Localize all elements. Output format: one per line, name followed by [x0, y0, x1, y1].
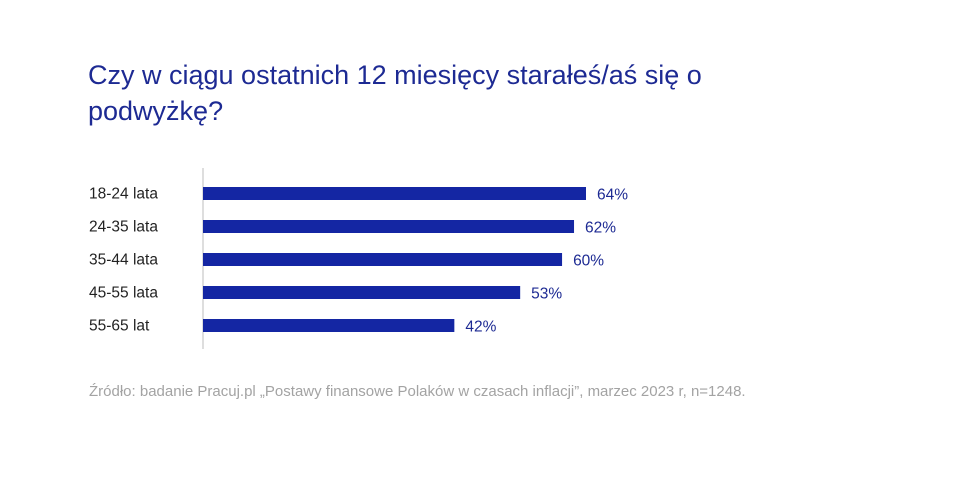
category-label: 24-35 lata [89, 219, 158, 236]
bar [203, 187, 586, 200]
category-label: 55-65 lat [89, 318, 150, 335]
category-label: 45-55 lata [89, 285, 158, 302]
value-label: 64% [597, 187, 628, 204]
category-label: 35-44 lata [89, 252, 158, 269]
source-note: Źródło: badanie Pracuj.pl „Postawy finan… [89, 383, 746, 400]
bar [203, 319, 455, 332]
value-label: 60% [573, 253, 604, 270]
value-label: 42% [465, 319, 496, 336]
category-label: 18-24 lata [89, 186, 158, 203]
bar [203, 286, 521, 299]
value-label: 53% [531, 286, 562, 303]
bar [203, 220, 575, 233]
bars-group: 18-24 lata 64% 24-35 lata 62% 35-44 lata 60% 4… [89, 186, 628, 336]
chart-title: Czy w ciągu ostatnich 12 miesięcy starał… [88, 60, 702, 126]
bar [203, 253, 563, 266]
value-label: 62% [585, 220, 616, 237]
